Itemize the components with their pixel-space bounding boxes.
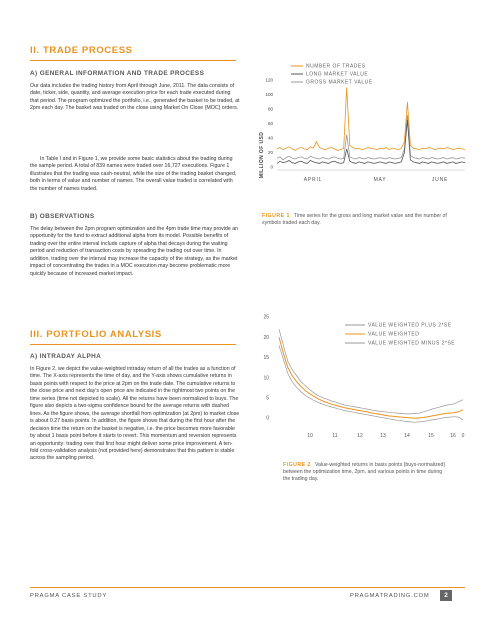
figure2-y-tick-0: 0 — [266, 416, 269, 422]
subsection-title-intraday-alpha: A) INTRADAY ALPHA — [30, 353, 102, 360]
section-rule — [30, 344, 236, 345]
footer-rule — [30, 587, 465, 588]
figure2-legend-label-1: VALUE WEIGHTED — [368, 332, 419, 338]
figure1-y-tick-4: 80 — [268, 107, 274, 112]
figure2-x-tick-2: 12 — [357, 433, 363, 439]
section-title-trade-process: II. TRADE PROCESS — [30, 45, 133, 56]
figure2-x-tick-5: 15 — [428, 433, 434, 439]
figure2-y-tick-1: 5 — [266, 395, 269, 401]
figure2-x-tick-0: 10 — [307, 433, 313, 439]
figure1-legend-label-1: LONG MARKET VALUE — [306, 72, 368, 78]
subsection-title-general-info: A) GENERAL INFORMATION AND TRADE PROCESS — [30, 70, 205, 77]
paragraph-general-info: Our data includes the trading history fr… — [30, 83, 240, 112]
figure1-y-tick-1: 20 — [268, 150, 274, 155]
figure1-label: FIGURE 1 — [262, 213, 290, 219]
figure1-y-tick-3: 60 — [268, 121, 274, 126]
figure2-x-tick-1: 11 — [332, 433, 337, 439]
figure2-series-line-0 — [278, 329, 464, 415]
paragraph-basic-statistics: In Table I and in Figure 1, we provide s… — [30, 156, 237, 192]
figure1-x-tick-1: MAY — [374, 177, 387, 183]
subsection-title-observations: B) OBSERVATIONS — [30, 213, 95, 220]
figure1-legend-label-2: GROSS MARKET VALUE — [306, 80, 373, 86]
figure2-legend-label-0: VALUE WEIGHTED PLUS 2*SE — [368, 323, 452, 329]
figure2-x-tick-3: 13 — [380, 433, 386, 439]
footer-study-name: PRAGMA CASE STUDY — [30, 593, 108, 599]
paragraph-observations: The delay between the 2pm program optimi… — [30, 226, 239, 277]
figure2-series-line-2 — [278, 345, 464, 423]
figure1-ylabel: MILLION OF USD — [259, 132, 265, 178]
figure1-y-tick-5: 100 — [265, 92, 273, 97]
figure1-x-tick-0: APRIL — [304, 177, 322, 183]
figure1-series-line-1 — [276, 119, 466, 164]
figure1-caption-block: FIGURE 1 Time series for the gross and lo… — [262, 213, 457, 227]
figure1-legend-label-0: NUMBER OF TRADES — [306, 64, 366, 70]
figure1-y-tick-0: 0 — [270, 165, 273, 170]
figure2-x-tick-6: 16 — [450, 433, 456, 439]
footer-website[interactable]: PRAGMATRADING.COM — [350, 593, 430, 599]
figure2-caption: Value-weighted returns in basis points (… — [283, 462, 446, 483]
figure2-caption-block: FIGURE 2 Value-weighted returns in basis … — [283, 462, 448, 484]
figure2-x-tick-4: 14 — [404, 433, 410, 439]
figure2-series-line-1 — [278, 337, 464, 419]
section-title-portfolio-analysis: III. PORTFOLIO ANALYSIS — [30, 329, 162, 340]
figure1-caption: Time series for the gross and long marke… — [262, 213, 447, 227]
section-rule — [30, 60, 236, 61]
figure2-y-tick-2: 10 — [263, 375, 269, 381]
figure2-x-tick-7: 0 — [462, 433, 465, 439]
figure2-y-tick-4: 20 — [263, 335, 269, 341]
page-number: 2 — [440, 590, 452, 601]
paragraph-intraday-alpha: In Figure 2, we depict the value-weighte… — [30, 366, 240, 462]
figure2-label: FIGURE 2 — [283, 462, 311, 468]
figure2-y-tick-5: 25 — [263, 315, 269, 321]
figure1-chart: MILLION OF USD 0 20 40 60 80 100 120 APRIL MAY J… — [259, 64, 466, 183]
figure1-series-line-2 — [276, 114, 466, 161]
figure2-chart: 0 5 10 15 20 25 10 11 12 13 14 15 16 0 VALUE WEIGHTE… — [263, 315, 465, 439]
figure1-y-tick-6: 120 — [265, 78, 273, 83]
figure1-series-line-0 — [276, 87, 466, 151]
figure2-y-tick-3: 15 — [263, 355, 269, 361]
figure1-x-tick-2: JUNE — [432, 177, 448, 183]
figure2-legend-label-2: VALUE WEIGHTED MINUS 2*SE — [368, 341, 455, 347]
figure1-y-tick-2: 40 — [268, 136, 274, 141]
